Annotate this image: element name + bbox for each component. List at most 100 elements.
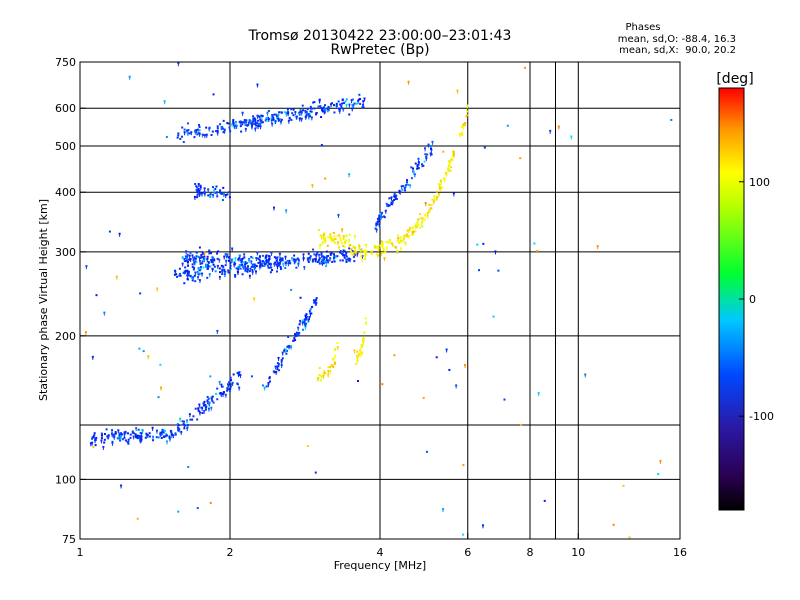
scatter-noise-point [622,484,625,487]
o-mode-point [191,418,194,421]
o-mode-point [197,407,200,412]
o-mode-point [121,438,124,441]
x-mode-point [350,248,353,251]
scatter-noise-point [348,173,351,178]
o-mode-point [216,195,219,198]
o-mode-point [380,211,383,214]
o-mode-point [226,387,229,392]
o-mode-point [176,136,179,139]
o-mode-point [231,123,234,128]
x-mode-point [362,338,365,343]
o-mode-point [282,262,285,267]
o-mode-point [221,270,224,275]
o-mode-point [212,186,215,189]
o-mode-point [202,252,205,255]
o-mode-point [196,270,199,275]
scatter-noise-point [142,350,145,353]
o-mode-point [329,252,332,255]
o-mode-point [263,263,266,268]
o-mode-point [201,272,204,277]
o-mode-point [186,277,189,280]
o-mode-point [268,257,271,260]
scatter-noise-point [462,533,465,536]
o-mode-point [356,252,359,257]
o-mode-point [245,262,248,265]
o-mode-point [387,205,390,208]
o-mode-point [283,349,286,352]
o-mode-point [304,115,307,120]
o-mode-point [137,428,140,431]
o-mode-point [413,173,416,178]
x-mode-point [361,258,364,263]
o-mode-point [321,258,324,263]
o-mode-point [221,127,224,130]
o-mode-point [224,393,227,398]
o-mode-point [342,102,345,105]
o-mode-point [288,345,291,350]
o-mode-point [230,383,233,386]
x-mode-point [414,230,417,233]
o-mode-point [379,212,382,215]
o-mode-point [353,260,356,263]
x-mode-point [355,251,358,256]
x-mode-point [324,237,327,242]
o-mode-point [289,262,292,265]
o-mode-point [228,381,231,384]
o-mode-point [275,115,278,120]
x-mode-point [428,210,431,213]
o-mode-point [375,228,378,233]
x-mode-point [339,237,342,242]
o-mode-point [152,439,155,442]
scatter-noise-point [381,383,384,386]
o-mode-point [318,257,321,260]
o-mode-point [267,109,270,112]
o-mode-point [227,383,230,388]
o-mode-point [378,223,381,228]
o-mode-point [295,115,298,120]
chart-title: Tromsø 20130422 23:00:00–23:01:43 [248,28,512,44]
o-mode-point [431,140,434,145]
o-mode-point [179,137,182,140]
o-mode-point [409,184,412,189]
o-mode-point [202,266,205,269]
x-tick-label: 6 [464,546,471,559]
o-mode-point [404,184,407,189]
o-mode-point [377,220,380,223]
o-mode-point [163,435,166,438]
o-mode-point [259,262,262,265]
o-mode-point [276,261,279,266]
o-mode-point [349,258,352,263]
o-mode-point [412,170,415,175]
colorbar-ticks: 100 0 -100 [739,176,774,423]
o-mode-point [234,275,237,278]
o-mode-point [164,435,167,438]
x-mode-point [319,379,322,382]
x-mode-point [466,110,469,113]
o-mode-point [178,274,181,277]
o-mode-point [198,189,201,192]
o-mode-point [223,268,226,273]
x-mode-point [439,186,442,191]
o-mode-point [103,438,106,441]
o-mode-point [241,111,244,116]
scatter-noise-point [492,315,495,318]
o-mode-point [160,436,163,439]
o-mode-point [278,252,281,257]
o-mode-point [197,255,200,258]
o-mode-point [325,260,328,265]
o-mode-point [274,261,277,264]
o-mode-point [210,406,213,411]
x-tick-label: 8 [527,546,534,559]
o-mode-point [248,270,251,273]
o-mode-point [198,192,201,197]
o-mode-point [307,318,310,323]
o-mode-point [278,119,281,122]
scatter-noise-point [156,287,159,292]
o-mode-point [332,256,335,261]
o-mode-point [422,164,425,167]
o-mode-point [239,259,242,264]
o-mode-point [155,429,158,434]
o-mode-point [198,126,201,129]
o-mode-point [236,382,239,385]
